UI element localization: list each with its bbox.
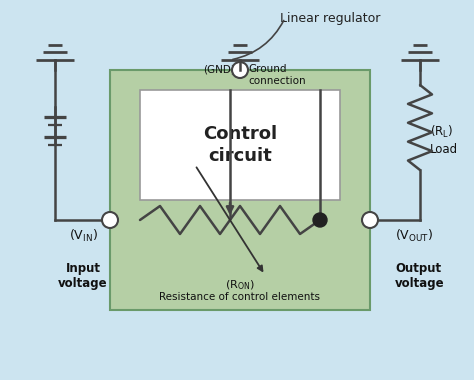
Bar bbox=[140, 90, 340, 200]
Text: (GND): (GND) bbox=[203, 64, 235, 74]
Text: Resistance of control elements: Resistance of control elements bbox=[159, 292, 320, 302]
Text: Input
voltage: Input voltage bbox=[58, 262, 108, 290]
Circle shape bbox=[102, 212, 118, 228]
FancyArrowPatch shape bbox=[233, 21, 284, 59]
Circle shape bbox=[313, 213, 327, 227]
Text: Ground
connection: Ground connection bbox=[248, 64, 306, 86]
Text: Output
voltage: Output voltage bbox=[395, 262, 445, 290]
Text: Control
circuit: Control circuit bbox=[203, 125, 277, 165]
Bar bbox=[110, 70, 370, 310]
Text: Linear regulator: Linear regulator bbox=[280, 12, 380, 25]
Text: (R$_{\mathregular{ON}}$): (R$_{\mathregular{ON}}$) bbox=[225, 278, 255, 291]
Circle shape bbox=[232, 62, 248, 78]
Text: (V$_{\mathregular{OUT}}$): (V$_{\mathregular{OUT}}$) bbox=[395, 228, 433, 244]
Text: (R$_{\mathregular{L}}$)
Load: (R$_{\mathregular{L}}$) Load bbox=[430, 124, 458, 155]
Circle shape bbox=[362, 212, 378, 228]
Text: (V$_{\mathregular{IN}}$): (V$_{\mathregular{IN}}$) bbox=[69, 228, 98, 244]
